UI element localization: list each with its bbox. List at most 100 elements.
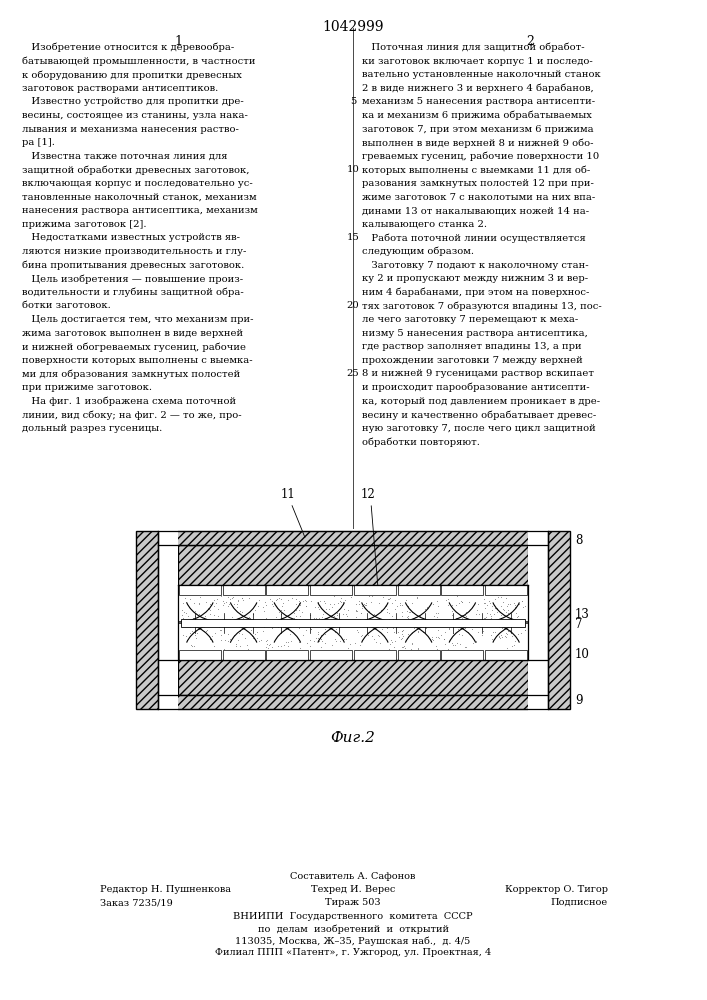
Point: [456, 594, 467, 610]
Point: [433, 598, 444, 614]
Bar: [158, 531, 548, 545]
Point: [310, 599, 321, 615]
Point: [380, 618, 392, 634]
Point: [443, 613, 454, 629]
Point: [177, 602, 188, 618]
Point: [233, 625, 245, 641]
Point: [185, 619, 196, 635]
Point: [282, 638, 293, 654]
Text: ВНИИПИ  Государственного  комитета  СССР: ВНИИПИ Государственного комитета СССР: [233, 912, 473, 921]
Bar: [548, 531, 570, 709]
Text: ки заготовок включает корпус 1 и последо-: ки заготовок включает корпус 1 и последо…: [362, 57, 592, 66]
Point: [361, 618, 372, 634]
Point: [352, 615, 363, 631]
Point: [477, 623, 489, 639]
Point: [209, 607, 220, 623]
Point: [209, 638, 220, 654]
Point: [510, 605, 522, 621]
Point: [223, 598, 234, 614]
Point: [231, 596, 243, 612]
Point: [496, 607, 507, 623]
Point: [373, 595, 385, 611]
Point: [296, 604, 308, 620]
Bar: [178, 660, 528, 695]
Bar: [133, 529, 178, 711]
Point: [333, 595, 344, 611]
Point: [395, 597, 406, 613]
Point: [244, 610, 255, 626]
Point: [263, 613, 274, 629]
Point: [271, 591, 283, 607]
Text: и нижней обогреваемых гусениц, рабочие: и нижней обогреваемых гусениц, рабочие: [22, 342, 246, 352]
Point: [260, 639, 271, 655]
Point: [284, 626, 296, 642]
Point: [396, 604, 407, 620]
Point: [396, 608, 407, 624]
Text: Техред И. Верес: Техред И. Верес: [311, 885, 395, 894]
Point: [385, 616, 397, 632]
Text: включающая корпус и последовательно ус-: включающая корпус и последовательно ус-: [22, 179, 252, 188]
Point: [388, 639, 399, 655]
Point: [269, 615, 280, 631]
Point: [250, 602, 261, 618]
Text: которых выполнены с выемками 11 для об-: которых выполнены с выемками 11 для об-: [362, 165, 590, 175]
Point: [325, 609, 337, 625]
Point: [329, 624, 341, 640]
Point: [505, 605, 516, 621]
Point: [366, 628, 378, 644]
Bar: [178, 545, 528, 585]
Point: [436, 627, 447, 643]
Point: [178, 604, 189, 620]
Point: [361, 597, 372, 613]
Point: [337, 594, 349, 610]
Point: [193, 596, 204, 612]
Point: [232, 593, 243, 609]
Point: [253, 598, 264, 614]
Text: Известна также поточная линия для: Известна также поточная линия для: [22, 152, 228, 161]
Point: [467, 635, 479, 651]
Text: 9: 9: [575, 694, 583, 706]
Point: [177, 627, 188, 643]
Point: [412, 640, 423, 656]
Point: [234, 623, 245, 639]
Point: [463, 594, 474, 610]
Text: механизм 5 нанесения раствора антисепти-: механизм 5 нанесения раствора антисепти-: [362, 97, 595, 106]
Point: [329, 631, 341, 647]
Text: прижима заготовок [2].: прижима заготовок [2].: [22, 220, 146, 229]
Point: [397, 622, 409, 638]
Point: [211, 595, 222, 611]
Point: [504, 596, 515, 612]
Point: [426, 631, 438, 647]
Point: [312, 630, 323, 646]
Bar: [181, 618, 525, 626]
Point: [351, 603, 363, 619]
Point: [501, 625, 512, 641]
Point: [185, 625, 196, 641]
Point: [469, 618, 480, 634]
Point: [426, 629, 437, 645]
Point: [363, 588, 374, 604]
Point: [293, 620, 305, 636]
Bar: [354, 650, 396, 660]
Point: [236, 626, 247, 642]
Point: [284, 617, 296, 633]
Text: Филиал ППП «Патент», г. Ужгород, ул. Проектная, 4: Филиал ППП «Патент», г. Ужгород, ул. Про…: [215, 948, 491, 957]
Point: [474, 606, 485, 622]
Point: [447, 625, 458, 641]
Point: [452, 621, 464, 637]
Point: [363, 627, 374, 643]
Point: [271, 592, 282, 608]
Point: [313, 610, 325, 626]
Text: Цель изобретения — повышение произ-: Цель изобретения — повышение произ-: [22, 274, 243, 284]
Point: [331, 605, 342, 621]
Point: [390, 592, 401, 608]
Point: [349, 635, 361, 651]
Text: ка, который под давлением проникает в дре-: ка, который под давлением проникает в др…: [362, 397, 600, 406]
Point: [194, 595, 205, 611]
Point: [433, 615, 445, 631]
Point: [519, 598, 530, 614]
Point: [476, 627, 487, 643]
Point: [479, 595, 490, 611]
Point: [320, 626, 331, 642]
Point: [329, 608, 340, 624]
